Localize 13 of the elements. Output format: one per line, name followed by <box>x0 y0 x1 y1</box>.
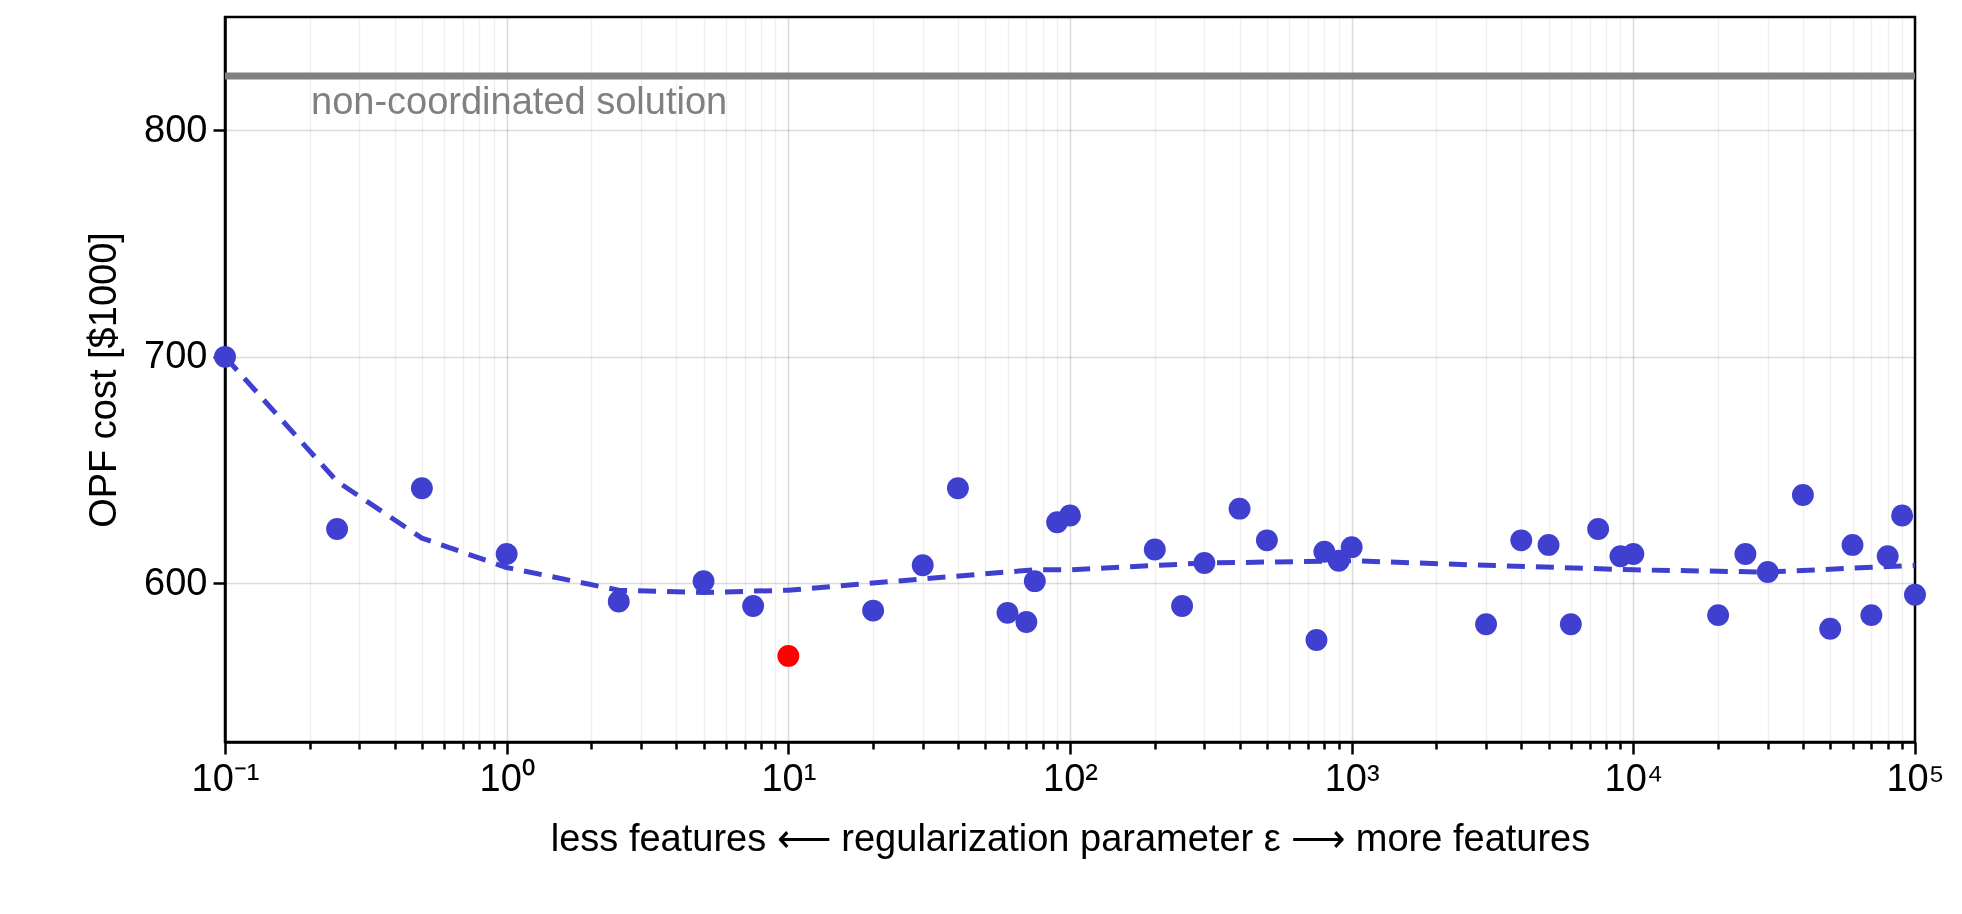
x-tick-label: 10¹ <box>761 756 817 799</box>
x-tick-label: 10⁴ <box>1604 756 1664 799</box>
y-axis-title: OPF cost [$1000] <box>82 232 125 528</box>
x-tick-label: 10⁵ <box>1886 756 1945 799</box>
y-tick-label: 800 <box>144 107 208 150</box>
ref-line-label: non-coordinated solution <box>311 79 728 122</box>
x-tick-label: 10³ <box>1324 756 1380 799</box>
x-axis-title: less features ⟵ regularization parameter ε ⟶ more features <box>550 816 1591 859</box>
x-tick-label: 10⁰ <box>479 756 535 799</box>
y-tick-label: 600 <box>144 560 208 603</box>
y-tick-label: 700 <box>144 334 208 377</box>
x-tick-label: 10² <box>1043 756 1098 799</box>
x-tick-label: 10⁻¹ <box>191 756 260 799</box>
